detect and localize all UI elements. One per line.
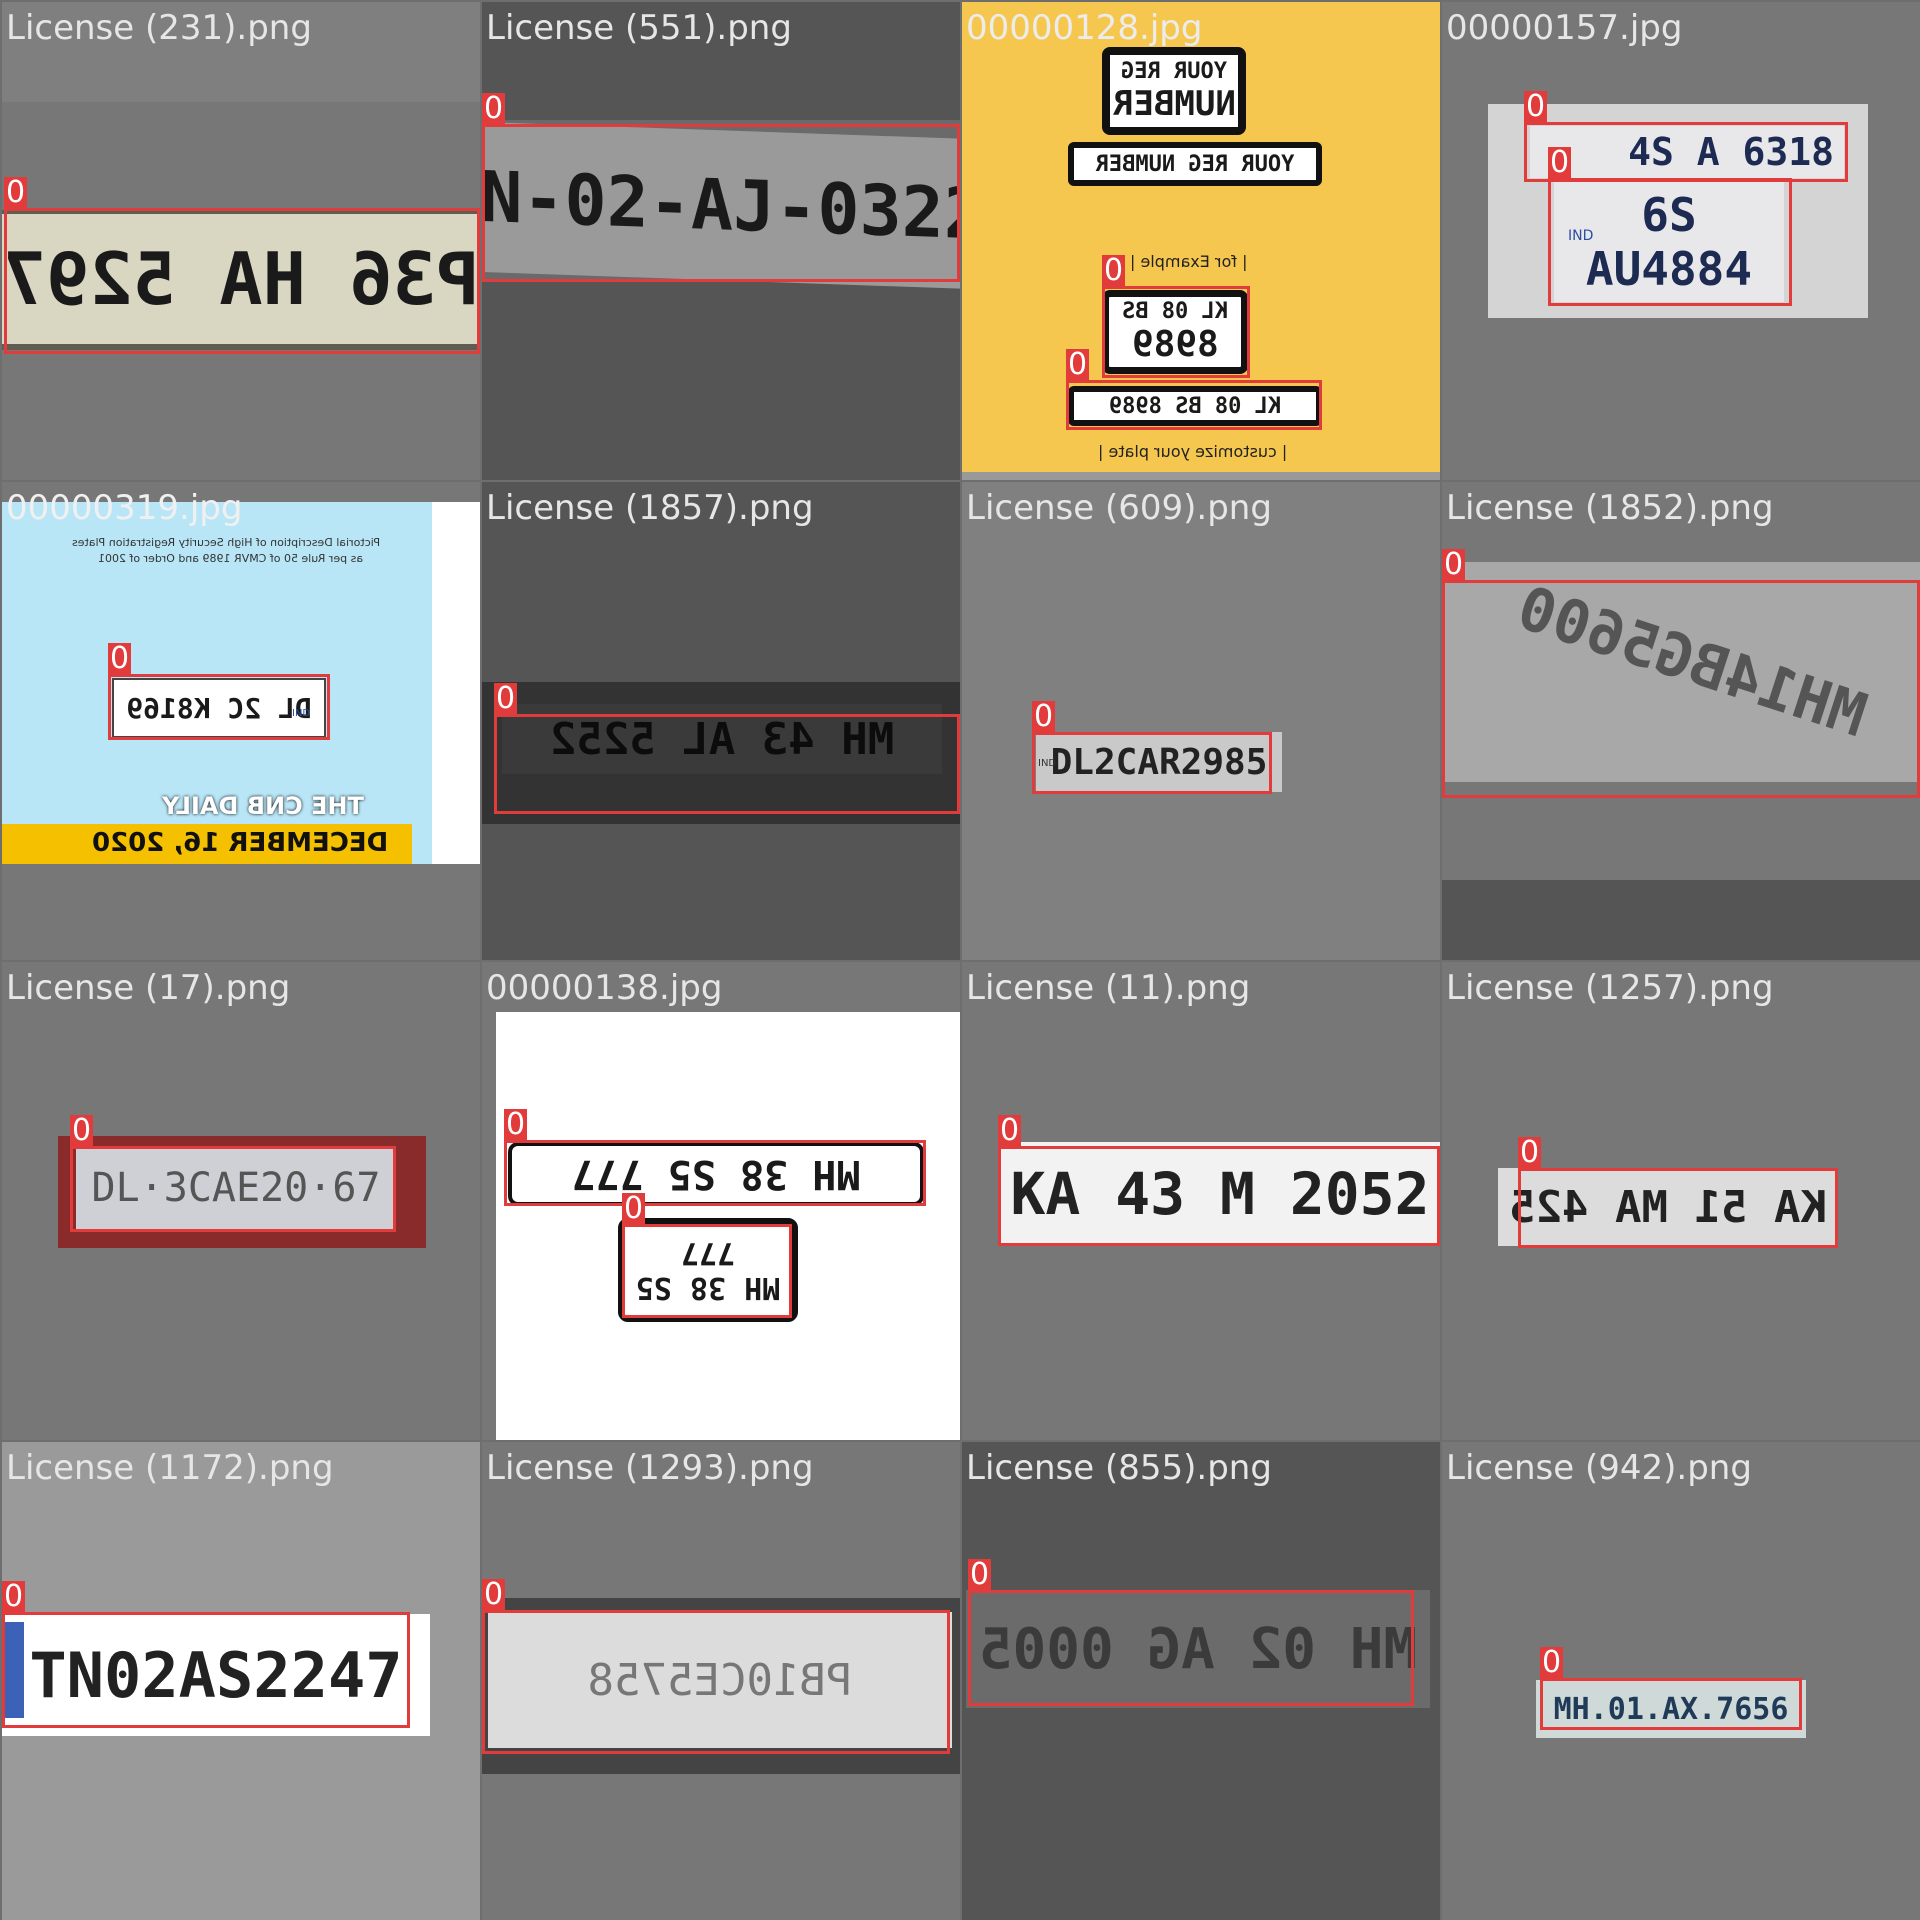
tile-00000128[interactable]: YOUR REG NUMBER YOUR REG NUMBER | for Ex… — [962, 2, 1440, 480]
class-label: 0 — [70, 1113, 94, 1148]
caption: | customize your plate | — [1098, 442, 1288, 461]
class-label: 0 — [482, 1577, 506, 1612]
brand-text: THE CNB DAILY — [162, 792, 364, 820]
detection-box[interactable]: 0 — [108, 643, 330, 740]
tile-license-942[interactable]: MH.01.AX.7656 0 License (942).png — [1442, 1442, 1920, 1920]
class-label: 0 — [4, 175, 28, 210]
detection-box[interactable]: 0 — [968, 1559, 1414, 1706]
tile-license-551[interactable]: TN-02-AJ-0322 0 License (551).png — [482, 2, 960, 480]
detection-box[interactable]: 0 — [1518, 1137, 1838, 1248]
file-name: 00000157.jpg — [1446, 8, 1683, 48]
class-label: 0 — [108, 641, 132, 676]
plate-text: YOUR REG NUMBER — [1102, 47, 1246, 135]
tile-license-609[interactable]: DL2CAR2985 IND 0 License (609).png — [962, 482, 1440, 960]
class-label: 0 — [998, 1113, 1022, 1148]
detection-box[interactable]: 0 — [504, 1109, 926, 1206]
plate-text: KA 43 M 2052 — [1000, 1142, 1440, 1246]
ind-strip — [4, 1622, 24, 1718]
file-name: License (1857).png — [486, 488, 814, 528]
detection-box[interactable]: 0 — [4, 177, 480, 354]
detection-box[interactable]: 0 — [998, 1115, 1440, 1246]
plate-text: KL 08 BS 8989 — [1102, 290, 1248, 374]
detection-box[interactable]: 0 — [2, 1581, 410, 1728]
class-label: 0 — [968, 1557, 992, 1592]
detection-box[interactable]: 0 — [70, 1115, 396, 1232]
plate-text: YOUR REG NUMBER — [1068, 142, 1322, 186]
class-label: 0 — [1540, 1645, 1564, 1680]
plate-line: AU4884 — [1585, 242, 1753, 296]
detection-box[interactable]: 0 — [1524, 91, 1848, 182]
file-name: License (1172).png — [6, 1448, 334, 1488]
file-name: License (1293).png — [486, 1448, 814, 1488]
detection-box[interactable]: 0 — [1442, 549, 1920, 798]
class-label: 0 — [622, 1191, 646, 1226]
tile-00000138[interactable]: MH 38 S5 777 MH 38 S5 777 0 0 00000138.j… — [482, 962, 960, 1440]
class-label: 0 — [482, 91, 506, 126]
plate-line: YOUR REG — [1121, 58, 1227, 84]
class-label: 0 — [1548, 145, 1572, 180]
class-label: 0 — [2, 1579, 26, 1614]
detection-box[interactable]: 0 — [1540, 1647, 1802, 1730]
plate-text: 6S AU4884 — [1554, 182, 1784, 302]
caption: | for Example | — [1130, 252, 1248, 271]
tile-license-17[interactable]: DL·3CAE20·67 0 License (17).png — [2, 962, 480, 1440]
file-name: License (17).png — [6, 968, 291, 1008]
detection-box[interactable]: 0 — [1032, 701, 1272, 794]
file-name: License (609).png — [966, 488, 1272, 528]
image-bottom-band — [962, 472, 1440, 480]
tile-license-11[interactable]: KA 43 M 2052 0 License (11).png — [962, 962, 1440, 1440]
plate-image — [1442, 562, 1920, 782]
tile-license-1857[interactable]: MH 43 AL 5252 0 License (1857).png — [482, 482, 960, 960]
detection-box[interactable]: 0 — [1102, 255, 1250, 378]
tile-00000319[interactable]: Pictorial Description of High Security R… — [2, 482, 480, 960]
file-name: License (11).png — [966, 968, 1251, 1008]
detection-box[interactable]: 0 — [482, 1579, 950, 1754]
file-name: License (551).png — [486, 8, 792, 48]
tile-license-1257[interactable]: KA 51 MA 425 0 License (1257).png — [1442, 962, 1920, 1440]
class-label: 0 — [1066, 347, 1090, 382]
class-label: 0 — [1518, 1135, 1542, 1170]
file-name: License (1257).png — [1446, 968, 1774, 1008]
plate-text: 4S A 6318 — [1530, 126, 1844, 178]
class-label: 0 — [504, 1107, 528, 1142]
class-label: 0 — [1442, 547, 1466, 582]
file-name: License (231).png — [6, 8, 312, 48]
file-name: License (855).png — [966, 1448, 1272, 1488]
detection-box[interactable]: 0 — [1066, 349, 1322, 430]
tile-license-1293[interactable]: PB10CE5758 0 License (1293).png — [482, 1442, 960, 1920]
tile-license-231[interactable]: P36 HA 5297 0 License (231).png — [2, 2, 480, 480]
detection-box[interactable]: 0 — [1548, 147, 1792, 306]
tile-license-1852[interactable]: MH14BG5600 0 License (1852).png — [1442, 482, 1920, 960]
class-label: 0 — [1524, 89, 1548, 124]
plate-text: DL·3CAE20·67 — [76, 1146, 396, 1230]
ind-badge: IND — [1568, 228, 1594, 244]
tile-00000157[interactable]: 4S A 6318 6S AU4884 IND 0 0 00000157.jpg — [1442, 2, 1920, 480]
file-name: License (942).png — [1446, 1448, 1752, 1488]
plate-text: DL2CAR2985 — [1036, 732, 1282, 792]
ind-badge: IND — [1038, 758, 1057, 769]
file-name: 00000319.jpg — [6, 488, 243, 528]
plate-line: NUMBER — [1112, 83, 1236, 124]
class-label: 0 — [1032, 699, 1056, 734]
date-text: DECEMBER 16, 2020 — [92, 828, 389, 858]
file-name: License (1852).png — [1446, 488, 1774, 528]
detection-box[interactable]: 0 — [622, 1193, 792, 1318]
file-name: 00000128.jpg — [966, 8, 1203, 48]
detection-box[interactable]: 0 — [482, 93, 960, 282]
caption: as per Rule 50 of CMVR 1989 and Order of… — [98, 552, 364, 565]
ind-badge: IND — [292, 708, 311, 719]
plate-line: 6S — [1641, 188, 1697, 242]
detection-box[interactable]: 0 — [494, 683, 960, 814]
tile-license-855[interactable]: MH 02 AG 0005 0 License (855).png — [962, 1442, 1440, 1920]
date-band — [2, 824, 412, 864]
class-label: 0 — [494, 681, 518, 716]
file-name: 00000138.jpg — [486, 968, 723, 1008]
class-label: 0 — [1102, 253, 1126, 288]
caption: Pictorial Description of High Security R… — [72, 536, 381, 549]
tile-license-1172[interactable]: TN02AS2247 0 License (1172).png — [2, 1442, 480, 1920]
plate-text: TN02AS2247 — [2, 1614, 430, 1736]
